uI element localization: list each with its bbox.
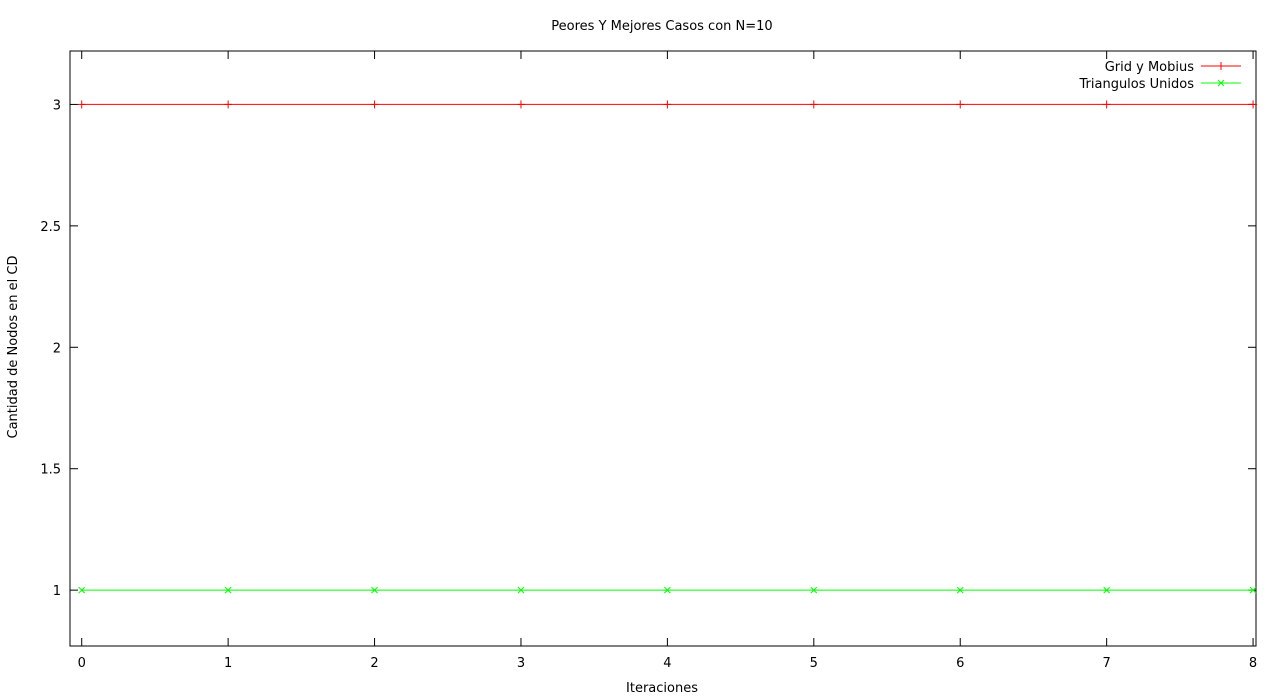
data-point	[810, 586, 818, 594]
data-point	[224, 586, 232, 594]
data-point	[224, 100, 233, 109]
data-point	[370, 100, 379, 109]
data-point	[956, 100, 965, 109]
x-tick-label: 8	[1249, 656, 1257, 671]
y-tick-label: 1	[53, 584, 61, 599]
x-tick-label: 3	[517, 656, 525, 671]
x-tick-label: 1	[224, 656, 232, 671]
legend-label: Grid y Mobius	[1105, 60, 1195, 75]
y-tick-label: 2	[53, 341, 61, 356]
legend-marker	[1217, 62, 1225, 70]
data-point	[371, 586, 378, 594]
data-point	[1249, 100, 1258, 109]
data-point	[809, 100, 818, 109]
data-point	[516, 100, 525, 109]
x-tick-label: 2	[370, 656, 378, 671]
chart-title: Peores Y Mejores Casos con N=10	[551, 19, 772, 34]
y-tick-label: 3	[53, 98, 61, 113]
x-tick-label: 5	[810, 656, 818, 671]
legend-label: Triangulos Unidos	[1079, 77, 1195, 92]
data-point	[1249, 586, 1257, 594]
y-tick-label: 1.5	[40, 463, 61, 478]
plot-frame	[69, 50, 1257, 647]
data-point	[78, 586, 86, 594]
x-tick-label: 6	[956, 656, 964, 671]
data-point	[664, 586, 671, 594]
x-axis-label: Iteraciones	[626, 681, 698, 696]
y-tick-label: 2.5	[40, 220, 61, 235]
x-tick-label: 7	[1103, 656, 1111, 671]
y-axis-label: Cantidad de Nodos en el CD	[6, 256, 21, 439]
data-point	[663, 100, 672, 109]
x-tick-label: 4	[663, 656, 671, 671]
data-point	[77, 100, 86, 109]
x-tick-label: 0	[78, 656, 86, 671]
data-point	[517, 586, 525, 594]
data-point	[1103, 586, 1111, 594]
legend: Grid y Mobius Triangulos Unidos	[1079, 60, 1241, 92]
plot-area: 1 1.5 2 2.5 3 0 1 2 3 4 5 6 7 8	[40, 50, 1258, 671]
legend-marker	[1217, 79, 1225, 87]
data-point	[1102, 100, 1111, 109]
data-point	[956, 586, 964, 594]
